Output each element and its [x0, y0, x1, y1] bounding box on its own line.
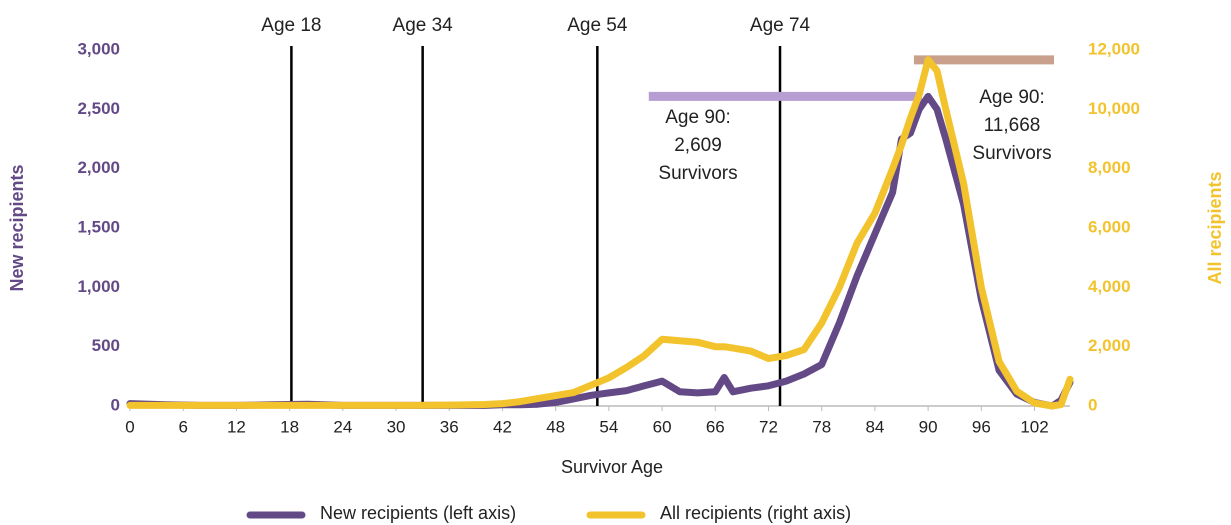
note-text: Age 90:: [665, 107, 731, 128]
x-tick-label: 12: [227, 417, 246, 436]
y2-axis-title: All recipients: [1205, 171, 1225, 284]
note-text: Survivors: [972, 143, 1051, 164]
y2-tick-label: 8,000: [1088, 158, 1131, 177]
y-tick-label: 1,000: [77, 277, 120, 296]
x-tick-label: 72: [759, 417, 778, 436]
x-tick-label: 30: [387, 417, 406, 436]
x-tick-label: 84: [865, 417, 884, 436]
x-tick-label: 102: [1020, 417, 1048, 436]
x-tick-label: 0: [125, 417, 134, 436]
y-tick-label: 0: [111, 395, 120, 414]
y-tick-label: 500: [92, 336, 120, 355]
x-tick-label: 24: [333, 417, 352, 436]
x-tick-label: 60: [653, 417, 672, 436]
x-tick-label: 18: [280, 417, 299, 436]
y2-tick-label: 12,000: [1088, 39, 1140, 58]
reference-label: Age 74: [750, 15, 811, 36]
y-axis-title: New recipients: [7, 164, 27, 291]
x-tick-label: 36: [440, 417, 459, 436]
x-axis-title: Survivor Age: [561, 457, 663, 477]
series-line: [126, 56, 1074, 410]
note-text: 2,609: [674, 135, 722, 156]
note-text: 11,668: [984, 115, 1041, 136]
reference-label: Age 18: [261, 15, 321, 36]
reference-label: Age 54: [567, 15, 628, 36]
x-tick-label: 96: [972, 417, 991, 436]
reference-label: Age 34: [393, 15, 454, 36]
y-tick-label: 2,500: [77, 99, 120, 118]
x-tick-label: 78: [812, 417, 831, 436]
y2-tick-label: 0: [1088, 395, 1097, 414]
x-tick-label: 48: [546, 417, 565, 436]
x-tick-label: 90: [919, 417, 938, 436]
y2-tick-label: 2,000: [1088, 336, 1131, 355]
series-line: [126, 92, 1074, 410]
x-tick-label: 66: [706, 417, 725, 436]
legend-label: New recipients (left axis): [320, 503, 516, 523]
y-tick-label: 1,500: [77, 217, 120, 236]
y-tick-label: 2,000: [77, 158, 120, 177]
x-tick-label: 6: [178, 417, 187, 436]
y2-tick-label: 4,000: [1088, 277, 1131, 296]
x-tick-label: 42: [493, 417, 512, 436]
y-tick-label: 3,000: [77, 39, 120, 58]
y2-tick-label: 6,000: [1088, 217, 1131, 236]
note-text: Survivors: [658, 163, 737, 184]
note-text: Age 90:: [979, 87, 1045, 108]
legend-label: All recipients (right axis): [660, 503, 851, 523]
x-tick-label: 54: [599, 417, 618, 436]
y2-tick-label: 10,000: [1088, 99, 1140, 118]
